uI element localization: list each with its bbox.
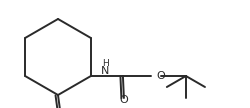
Text: O: O <box>120 95 128 105</box>
Text: N: N <box>101 66 110 76</box>
Text: H: H <box>102 60 109 68</box>
Text: O: O <box>156 71 165 81</box>
